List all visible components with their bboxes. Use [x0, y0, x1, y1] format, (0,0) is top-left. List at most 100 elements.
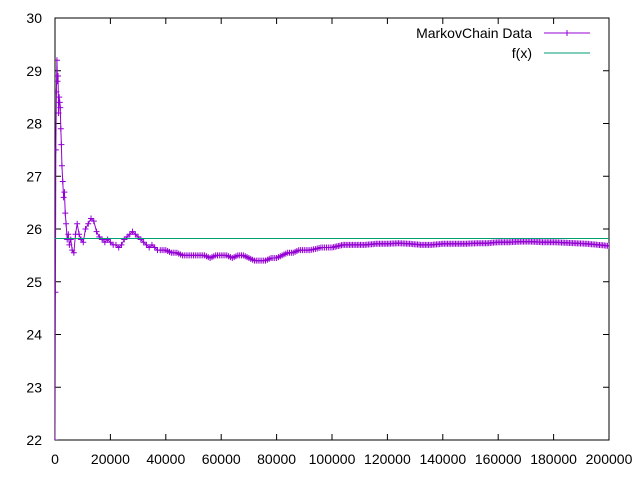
plot-frame	[54, 17, 610, 441]
x-axis: 0 20000 40000 60000 80000 100000 120000 140000 1…	[51, 18, 633, 467]
data-point	[118, 241, 125, 248]
series-area	[55, 57, 609, 440]
x-tick-label: 120000	[364, 451, 411, 467]
data-point	[293, 247, 300, 254]
data-point	[62, 210, 69, 217]
data-point	[99, 236, 106, 243]
data-point	[55, 289, 59, 296]
data-point	[166, 248, 173, 255]
data-point	[121, 236, 128, 243]
data-point	[249, 256, 256, 263]
data-point	[90, 218, 97, 225]
data-point	[56, 99, 63, 106]
y-tick-label: 30	[26, 10, 42, 26]
data-point	[58, 162, 65, 169]
data-point	[244, 254, 251, 261]
data-point	[63, 220, 70, 227]
y-tick-label: 29	[26, 63, 42, 79]
data-point	[221, 252, 228, 259]
y-tick-label: 26	[26, 221, 42, 237]
y-tick-label: 24	[26, 327, 42, 343]
x-tick-label: 0	[51, 451, 59, 467]
y-tick-label: 28	[26, 116, 42, 132]
y-tick-label: 22	[26, 432, 42, 448]
data-point	[55, 88, 60, 95]
data-point	[82, 226, 89, 232]
data-point	[66, 241, 73, 248]
data-point	[160, 247, 167, 254]
data-point	[260, 257, 267, 264]
series-markovchain-data	[55, 57, 609, 440]
data-point	[67, 236, 74, 243]
data-point	[55, 57, 60, 64]
data-point	[143, 241, 150, 248]
data-point	[129, 228, 136, 235]
data-point	[232, 253, 239, 260]
data-point	[271, 255, 278, 262]
data-point	[132, 231, 139, 238]
data-point	[58, 141, 65, 148]
y-tick-label: 27	[26, 168, 42, 184]
legend-label: MarkovChain Data	[416, 25, 532, 41]
x-tick-label: 160000	[475, 451, 522, 467]
data-point	[115, 244, 122, 251]
legend: MarkovChain Data f(x)	[416, 25, 590, 61]
data-point	[137, 236, 144, 243]
data-point	[604, 242, 609, 249]
data-point	[177, 251, 184, 258]
x-tick-label: 60000	[202, 451, 241, 467]
x-tick-label: 80000	[257, 451, 296, 467]
x-tick-label: 180000	[530, 451, 577, 467]
data-point	[288, 249, 295, 256]
data-point	[93, 228, 100, 235]
data-point	[61, 189, 68, 196]
data-point	[172, 249, 179, 256]
x-tick-label: 140000	[419, 451, 466, 467]
data-point	[266, 255, 273, 262]
data-point	[70, 249, 77, 256]
data-point	[55, 146, 59, 153]
data-point	[55, 73, 62, 80]
data-point	[277, 253, 284, 260]
data-point	[57, 104, 64, 111]
data-point	[55, 109, 62, 116]
data-point	[199, 252, 206, 259]
data-point	[56, 94, 63, 101]
data-point	[316, 244, 323, 251]
data-point	[148, 241, 155, 248]
data-point	[85, 220, 92, 227]
data-point	[74, 220, 81, 227]
x-tick-label: 20000	[91, 451, 130, 467]
data-point	[60, 194, 67, 201]
legend-label: f(x)	[512, 45, 532, 61]
data-point	[140, 239, 147, 246]
data-point	[88, 215, 95, 222]
legend-marker	[564, 30, 570, 36]
data-point	[65, 231, 72, 238]
y-axis: 22 23 24 25 26 27 28 29 30	[26, 10, 609, 448]
data-point	[55, 78, 61, 85]
plot-border	[54, 17, 610, 441]
x-tick-label: 200000	[586, 451, 633, 467]
data-point	[282, 250, 289, 257]
y-tick-label: 25	[26, 274, 42, 290]
data-point	[146, 244, 153, 251]
data-point	[210, 253, 217, 260]
data-point	[104, 236, 111, 243]
data-point	[151, 244, 158, 251]
x-tick-label: 40000	[146, 451, 185, 467]
data-point	[126, 231, 133, 238]
data-point	[112, 241, 119, 248]
data-point	[107, 239, 114, 246]
data-point	[310, 246, 317, 253]
data-point	[101, 239, 108, 246]
data-point	[80, 239, 87, 246]
data-point	[59, 178, 66, 185]
x-tick-label: 100000	[309, 451, 356, 467]
data-point	[57, 125, 64, 132]
y-tick-label: 23	[26, 379, 42, 395]
data-point	[238, 252, 245, 259]
data-point	[55, 437, 58, 440]
data-point	[76, 231, 83, 238]
